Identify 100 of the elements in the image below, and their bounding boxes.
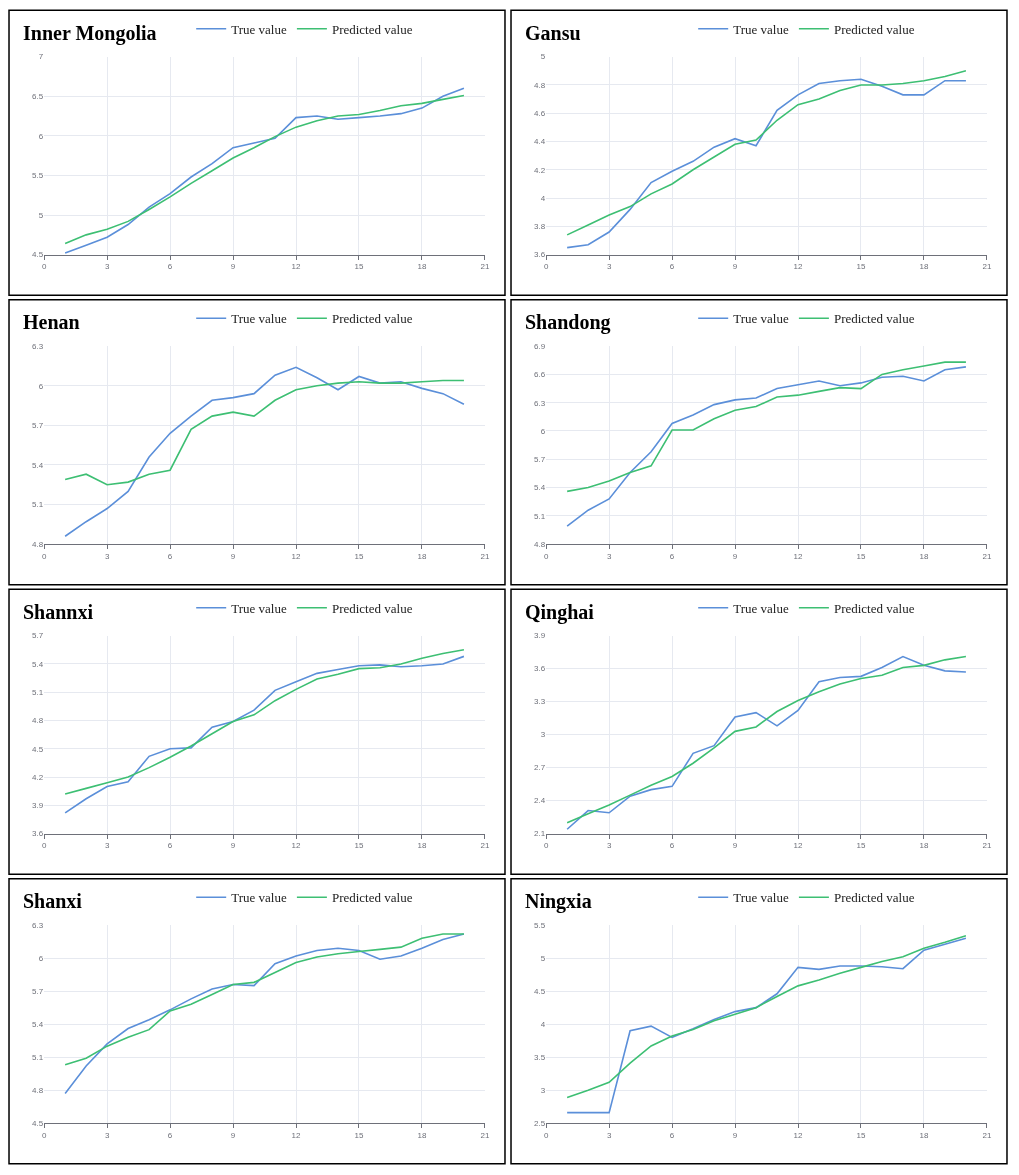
y-tick-label: 5.7: [32, 631, 44, 641]
x-tick-label: 6: [167, 841, 173, 851]
y-tick-label: 3.6: [534, 664, 546, 674]
x-tick-label: 15: [354, 841, 364, 851]
x-tick-label: 6: [669, 551, 675, 561]
y-tick-label: 5.5: [32, 171, 44, 181]
legend-label: Predicted value: [331, 311, 413, 327]
y-tick-label: 5.7: [32, 986, 44, 996]
legend-label: True value: [231, 890, 287, 906]
line-series: [566, 361, 967, 493]
x-tick-label: 3: [606, 841, 612, 851]
y-tick-label: 4.8: [534, 539, 546, 549]
x-tick-label: 0: [41, 551, 47, 561]
x-tick-label: 18: [919, 262, 929, 272]
legend-label: True value: [733, 890, 789, 906]
legend-label: Predicted value: [331, 890, 413, 906]
legend-label: Predicted value: [833, 600, 915, 616]
x-tick-label: 15: [856, 262, 866, 272]
y-tick-label: 4.5: [32, 744, 44, 754]
x-tick-label: 3: [104, 551, 110, 561]
x-tick-label: 0: [543, 262, 549, 272]
line-series: [64, 379, 465, 486]
y-tick-label: 5.1: [32, 500, 44, 510]
x-tick-label: 9: [732, 262, 738, 272]
y-tick-label: 3.3: [534, 697, 546, 707]
y-tick-label: 4.5: [32, 250, 44, 260]
y-tick-label: 4.5: [32, 1118, 44, 1128]
x-tick-label: 9: [230, 1130, 236, 1140]
y-tick-label: 4.4: [534, 137, 546, 147]
y-tick-label: 6.9: [534, 341, 546, 351]
x-tick-label: 15: [354, 262, 364, 272]
y-tick-label: 4.2: [32, 772, 44, 782]
y-tick-label: 2.7: [534, 763, 546, 773]
x-tick-label: 0: [41, 841, 47, 851]
x-tick-label: 9: [230, 841, 236, 851]
x-tick-label: 21: [982, 551, 992, 561]
legend-label: True value: [733, 311, 789, 327]
y-tick-label: 5.1: [32, 688, 44, 698]
x-tick-label: 21: [982, 262, 992, 272]
y-tick-label: 4.8: [32, 539, 44, 549]
x-tick-label: 18: [417, 1130, 427, 1140]
y-tick-label: 3: [540, 1085, 546, 1095]
chart-title: Shannxi: [23, 601, 94, 623]
x-tick-label: 21: [982, 1130, 992, 1140]
y-tick-label: 6: [38, 131, 44, 141]
line-series: [64, 655, 465, 814]
legend-label: True value: [733, 21, 789, 37]
x-tick-label: 9: [732, 1130, 738, 1140]
chart-title: Ningxia: [525, 890, 592, 913]
y-tick-label: 3.9: [534, 631, 546, 641]
x-tick-label: 3: [606, 551, 612, 561]
y-tick-label: 3.6: [32, 829, 44, 839]
x-tick-label: 18: [919, 1130, 929, 1140]
x-tick-label: 3: [104, 841, 110, 851]
chart-title: Shandong: [525, 311, 611, 334]
x-tick-label: 6: [167, 262, 173, 272]
y-tick-label: 4: [540, 193, 546, 203]
y-tick-label: 4.8: [32, 1085, 44, 1095]
x-tick-label: 3: [606, 1130, 612, 1140]
x-tick-label: 21: [480, 551, 490, 561]
legend-label: Predicted value: [833, 311, 915, 327]
x-tick-label: 0: [41, 262, 47, 272]
y-tick-label: 7: [38, 52, 44, 62]
chart-title: Shanxi: [23, 890, 83, 912]
y-tick-label: 4.8: [32, 716, 44, 726]
y-tick-label: 3.5: [534, 1052, 546, 1062]
x-tick-label: 12: [291, 1130, 302, 1140]
x-tick-label: 12: [793, 262, 804, 272]
legend-label: Predicted value: [331, 21, 413, 37]
x-tick-label: 9: [230, 551, 236, 561]
y-tick-label: 5: [38, 210, 44, 220]
y-tick-label: 5.1: [534, 511, 546, 521]
y-tick-label: 5.4: [32, 659, 44, 669]
y-tick-label: 6.3: [534, 398, 546, 408]
x-tick-label: 6: [167, 551, 173, 561]
x-tick-label: 3: [606, 262, 612, 272]
x-tick-label: 3: [104, 1130, 110, 1140]
y-tick-label: 4.2: [534, 165, 546, 175]
y-tick-label: 5.7: [534, 455, 546, 465]
x-tick-label: 0: [543, 841, 549, 851]
chart-title: Qinghai: [525, 601, 595, 624]
chart-title: Inner Mongolia: [23, 22, 157, 45]
x-tick-label: 15: [354, 1130, 364, 1140]
x-tick-label: 12: [793, 841, 804, 851]
y-tick-label: 3.8: [534, 222, 546, 232]
y-tick-label: 4.5: [534, 986, 546, 996]
y-tick-label: 6: [38, 381, 44, 391]
x-tick-label: 0: [543, 1130, 549, 1140]
y-tick-label: 3.6: [534, 250, 546, 260]
y-tick-label: 4: [540, 1019, 546, 1029]
line-series: [64, 933, 465, 1066]
y-tick-label: 5: [540, 52, 546, 62]
x-tick-label: 6: [669, 1130, 675, 1140]
y-tick-label: 2.1: [534, 829, 546, 839]
legend-label: True value: [231, 21, 287, 37]
chart-title: Gansu: [525, 22, 581, 44]
x-tick-label: 6: [167, 1130, 173, 1140]
y-tick-label: 6.3: [32, 920, 44, 930]
y-tick-label: 5.5: [534, 920, 546, 930]
x-tick-label: 18: [919, 551, 929, 561]
